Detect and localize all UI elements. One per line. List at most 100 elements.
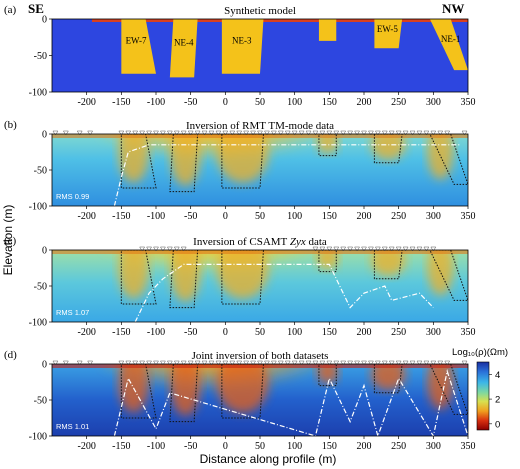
model-outline-4 xyxy=(318,364,337,387)
station-marker xyxy=(250,360,257,366)
y-tick-label: -50 xyxy=(34,396,47,407)
x-tick-label: 250 xyxy=(391,211,406,222)
station-marker xyxy=(402,246,409,252)
y-tick-label: -100 xyxy=(29,202,47,213)
station-marker xyxy=(374,246,381,252)
station-marker xyxy=(284,360,291,366)
station-marker xyxy=(381,246,388,252)
station-marker xyxy=(187,360,194,366)
anomaly-blob-3 xyxy=(216,250,269,299)
station-marker xyxy=(166,246,173,252)
station-marker xyxy=(180,130,187,136)
anomaly-blob-5 xyxy=(370,134,406,160)
station-marker xyxy=(461,360,468,366)
station-marker xyxy=(139,360,146,366)
model-body-label: EW-7 xyxy=(126,36,147,46)
station-marker xyxy=(215,360,222,366)
model-outline-5 xyxy=(373,134,403,164)
y-tick-label: -50 xyxy=(34,51,47,62)
panel-plot-area xyxy=(52,364,468,436)
station-marker xyxy=(381,130,388,136)
station-marker xyxy=(354,246,361,252)
x-tick-label: -50 xyxy=(184,327,197,338)
model-outline-1 xyxy=(120,134,157,189)
station-marker xyxy=(333,246,340,252)
station-marker xyxy=(402,360,409,366)
panel-label: (a) xyxy=(4,4,17,16)
station-marker xyxy=(354,360,361,366)
x-axis-label: Distance along profile (m) xyxy=(200,452,337,466)
panel-2: RMS 0.99 (b) Inversion of RMT TM-mode data… xyxy=(4,119,476,222)
station-marker xyxy=(416,360,423,366)
anomaly-blob-6 xyxy=(427,250,454,296)
station-marker xyxy=(291,130,298,136)
model-body-label: NE-1 xyxy=(441,34,461,44)
colorbar-tick-label: 0 xyxy=(495,419,500,430)
station-marker xyxy=(243,360,250,366)
station-marker xyxy=(173,246,180,252)
station-marker xyxy=(409,246,416,252)
station-marker xyxy=(298,130,305,136)
x-tick-label: 200 xyxy=(357,97,372,108)
station-marker xyxy=(402,130,409,136)
station-marker xyxy=(132,360,139,366)
station-marker xyxy=(194,130,201,136)
station-marker xyxy=(277,130,284,136)
station-marker xyxy=(437,130,444,136)
station-marker xyxy=(381,360,388,366)
x-tick-label: 150 xyxy=(322,327,337,338)
doi-line xyxy=(113,144,462,206)
station-marker xyxy=(187,130,194,136)
station-marker xyxy=(326,360,333,366)
panel-label: (c) xyxy=(4,235,17,247)
y-tick-label: 0 xyxy=(42,15,47,26)
x-tick-label: 0 xyxy=(223,211,228,222)
station-marker xyxy=(367,130,374,136)
x-tick-label: 300 xyxy=(426,97,441,108)
doi-line xyxy=(113,368,468,436)
station-marker xyxy=(444,130,451,136)
station-marker xyxy=(118,130,125,136)
station-marker xyxy=(333,360,340,366)
x-tick-label: 150 xyxy=(322,441,337,452)
x-tick-label: 50 xyxy=(255,327,265,338)
panel-label: (d) xyxy=(4,349,17,361)
station-marker xyxy=(374,130,381,136)
anomaly-blob-2 xyxy=(170,250,201,302)
station-marker xyxy=(347,130,354,136)
station-marker xyxy=(159,246,166,252)
station-marker xyxy=(270,360,277,366)
station-marker xyxy=(153,360,159,366)
x-tick-label: -100 xyxy=(147,441,165,452)
x-tick-label: -100 xyxy=(147,327,165,338)
station-marker xyxy=(361,360,367,366)
model-body-3 xyxy=(221,19,264,74)
station-marker xyxy=(201,130,208,136)
y-tick-label: -100 xyxy=(29,88,47,99)
near-surface-layer xyxy=(52,250,468,254)
station-marker xyxy=(153,246,159,252)
station-marker xyxy=(395,360,402,366)
station-marker xyxy=(146,360,153,366)
station-marker xyxy=(139,130,146,136)
x-tick-label: 100 xyxy=(287,97,302,108)
station-marker xyxy=(125,130,132,136)
x-tick-label: 200 xyxy=(357,441,372,452)
station-marker xyxy=(361,130,367,136)
station-marker xyxy=(87,130,94,136)
x-tick-label: 150 xyxy=(322,211,337,222)
station-marker xyxy=(444,360,451,366)
x-tick-label: -150 xyxy=(112,211,130,222)
panel-4: RMS 1.01 (d) Joint inversion of both datas… xyxy=(4,349,476,452)
x-tick-label: 50 xyxy=(255,211,265,222)
station-marker xyxy=(333,130,340,136)
station-marker xyxy=(423,360,430,366)
colorbar-tick-label: 4 xyxy=(495,370,500,381)
x-tick-label: 50 xyxy=(255,97,265,108)
station-marker xyxy=(166,130,173,136)
station-marker xyxy=(153,130,159,136)
station-marker xyxy=(409,130,416,136)
model-outline-2 xyxy=(169,134,199,193)
station-marker xyxy=(388,130,395,136)
station-marker xyxy=(250,130,257,136)
